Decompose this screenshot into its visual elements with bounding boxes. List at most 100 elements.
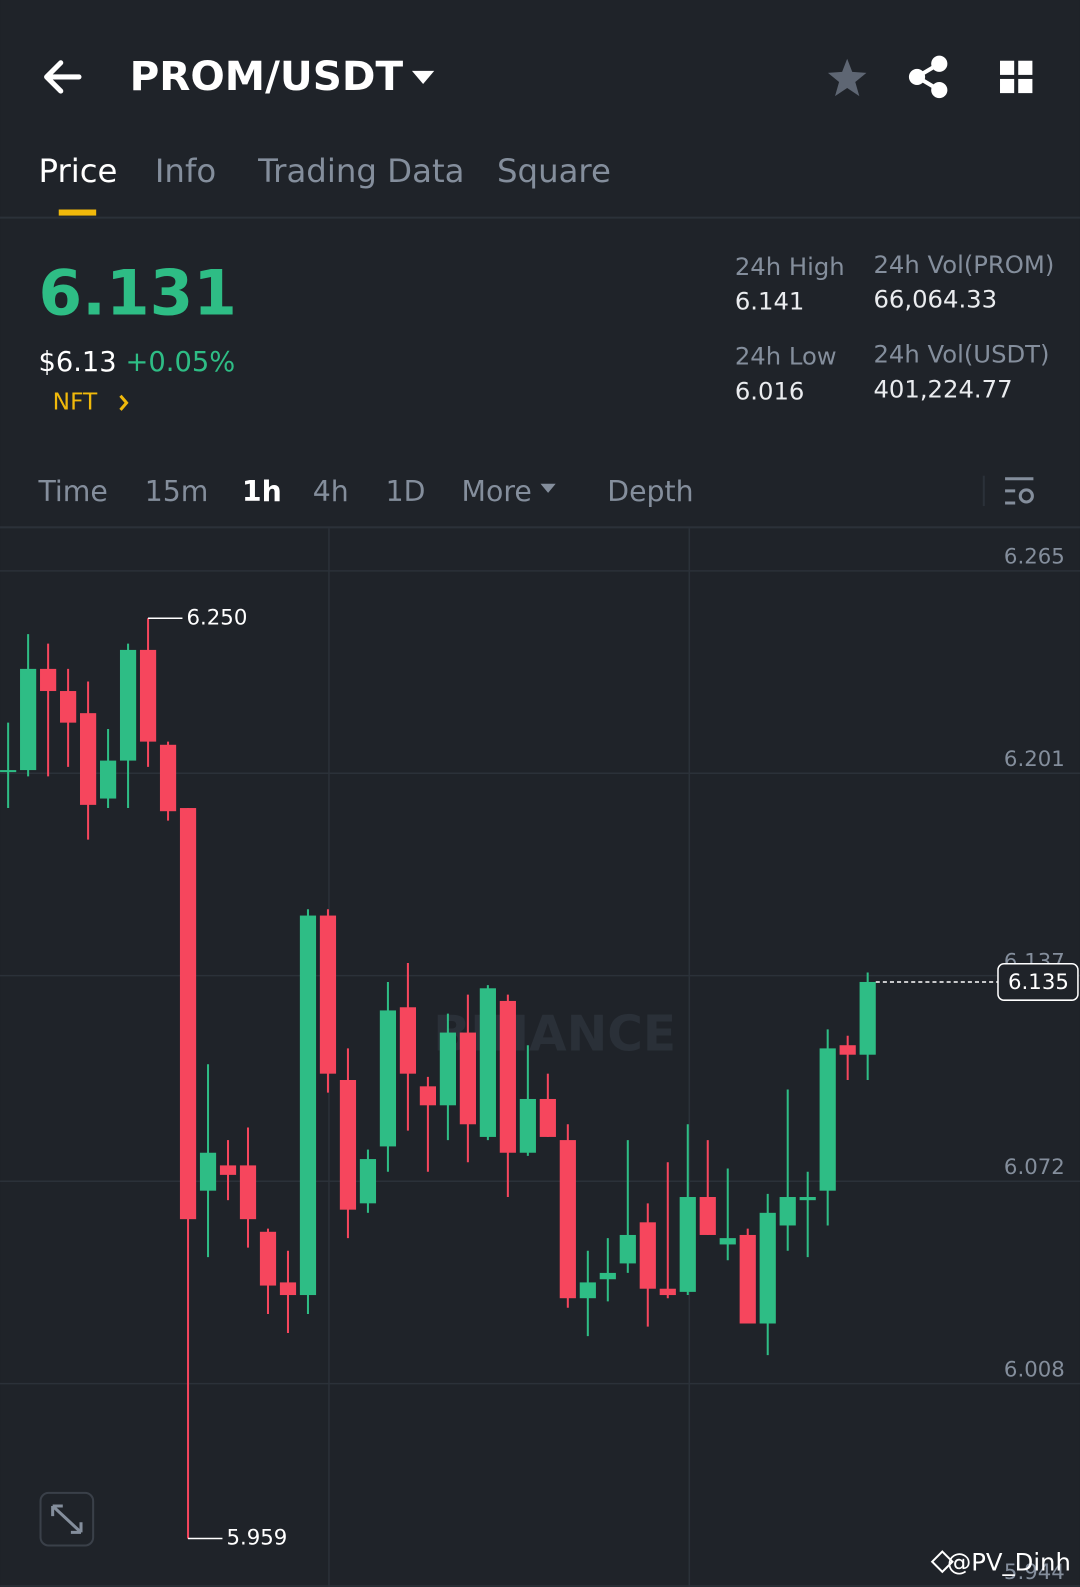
candle-body bbox=[359, 1159, 377, 1204]
candle-body bbox=[79, 713, 97, 805]
candle-body bbox=[679, 1197, 696, 1292]
candle-body bbox=[219, 1165, 237, 1175]
timeframe[interactable]: Time bbox=[37, 475, 107, 508]
candle-body bbox=[179, 808, 197, 1220]
usd-price: $6.13 bbox=[38, 347, 116, 378]
share-lines bbox=[913, 62, 941, 92]
candle-body bbox=[119, 649, 137, 761]
last-price-box bbox=[997, 962, 1079, 1001]
stat-label: 24h Vol(PROM) bbox=[873, 250, 1054, 279]
candle-body bbox=[499, 1000, 516, 1153]
candle-body bbox=[779, 1197, 796, 1226]
fullscreen-frame bbox=[39, 1491, 95, 1547]
extreme-marker-label: 5.959 bbox=[226, 1526, 287, 1551]
layout-cell bbox=[1018, 78, 1033, 94]
candle-body bbox=[759, 1212, 776, 1324]
candle-body bbox=[279, 1282, 297, 1296]
candle-body bbox=[619, 1234, 636, 1264]
back-button[interactable] bbox=[44, 60, 82, 94]
settings-lines bbox=[1005, 477, 1034, 505]
timeframe[interactable]: 4h bbox=[313, 475, 349, 508]
tab[interactable]: Trading Data bbox=[257, 152, 464, 190]
candle-body bbox=[439, 1032, 456, 1106]
stat-label: 24h High bbox=[735, 252, 845, 281]
tab[interactable]: Price bbox=[38, 152, 117, 190]
candle-body bbox=[399, 1007, 417, 1074]
candle-body bbox=[819, 1048, 836, 1191]
candle-body bbox=[139, 649, 157, 742]
settings-gear bbox=[1018, 488, 1034, 504]
candle-body bbox=[99, 760, 117, 799]
candlestick-chart: 6.2656.2016.1376.0726.0085.9446.2505.959… bbox=[0, 545, 1080, 1587]
candle-body bbox=[479, 988, 496, 1137]
stat-label: 24h Vol(USDT) bbox=[873, 339, 1049, 368]
candle-body bbox=[159, 744, 177, 812]
candle-body bbox=[519, 1098, 536, 1153]
share-icon[interactable] bbox=[908, 55, 948, 99]
pair-dropdown[interactable] bbox=[411, 70, 435, 85]
candle-body bbox=[419, 1086, 437, 1106]
nft-tag[interactable]: NFT bbox=[53, 388, 98, 415]
candle-body bbox=[319, 915, 337, 1074]
candle-body bbox=[839, 1045, 856, 1055]
price-change: +0.05% bbox=[126, 347, 236, 378]
layout-icon[interactable] bbox=[1000, 60, 1033, 94]
credit: @PV_Dinh bbox=[947, 1548, 1071, 1577]
favorite-icon[interactable] bbox=[827, 58, 867, 97]
timeframe[interactable]: 1D bbox=[386, 475, 426, 508]
tab[interactable]: Info bbox=[155, 152, 216, 190]
pair-title[interactable]: PROM/USDT bbox=[130, 52, 404, 100]
credit-icon bbox=[930, 1550, 954, 1574]
more-dropdown[interactable] bbox=[540, 483, 556, 493]
layout-cell bbox=[1000, 78, 1015, 94]
candle-body bbox=[859, 981, 876, 1055]
y-tick-label: 6.265 bbox=[1004, 545, 1065, 570]
candle-body bbox=[639, 1222, 656, 1289]
last-price: 6.131 bbox=[38, 257, 236, 330]
candle-body bbox=[459, 1032, 476, 1125]
y-tick-label: 5.944 bbox=[1004, 1560, 1065, 1585]
candle-body bbox=[739, 1234, 756, 1324]
candle-body bbox=[379, 1010, 397, 1147]
candle-body bbox=[0, 770, 17, 773]
candle-body bbox=[259, 1231, 277, 1286]
stat-value: 401,224.77 bbox=[873, 375, 1012, 404]
last-price-label: 6.135 bbox=[1008, 970, 1069, 995]
candle-body bbox=[699, 1197, 716, 1235]
timeframe[interactable]: Depth bbox=[607, 475, 693, 508]
candle-body bbox=[199, 1152, 217, 1191]
layout-cell bbox=[1018, 60, 1033, 75]
timeframe[interactable]: 1h bbox=[242, 475, 282, 508]
tab[interactable]: Square bbox=[497, 152, 611, 190]
stat-value: 6.016 bbox=[735, 377, 805, 406]
timeframe[interactable]: More bbox=[462, 475, 532, 508]
chart-settings-icon[interactable] bbox=[1005, 477, 1034, 505]
fullscreen-button[interactable] bbox=[39, 1491, 95, 1547]
stat-label: 24h Low bbox=[735, 341, 837, 370]
y-tick-label: 6.072 bbox=[1004, 1155, 1065, 1180]
timeframe[interactable]: 15m bbox=[145, 475, 209, 508]
candle-body bbox=[40, 668, 57, 692]
candle-body bbox=[659, 1288, 676, 1296]
extreme-marker-label: 6.250 bbox=[187, 605, 248, 630]
candle-body bbox=[799, 1197, 816, 1201]
fullscreen-arrows bbox=[51, 1504, 83, 1534]
candle-body bbox=[719, 1238, 736, 1245]
tab-indicator bbox=[58, 209, 97, 216]
candle-body bbox=[299, 915, 317, 1296]
candle-body bbox=[559, 1140, 576, 1299]
candle-body bbox=[239, 1165, 257, 1220]
y-tick-label: 6.201 bbox=[1004, 747, 1065, 772]
candle-body bbox=[60, 691, 77, 723]
candle-body bbox=[339, 1080, 357, 1210]
nft-chevron[interactable] bbox=[119, 394, 129, 411]
stat-value: 66,064.33 bbox=[873, 285, 997, 314]
candle-body bbox=[599, 1272, 616, 1280]
candle-body bbox=[579, 1282, 596, 1299]
candle-body bbox=[539, 1098, 556, 1137]
stat-value: 6.141 bbox=[735, 287, 805, 316]
layout-cell bbox=[1000, 60, 1015, 75]
back-arrow bbox=[44, 60, 82, 94]
